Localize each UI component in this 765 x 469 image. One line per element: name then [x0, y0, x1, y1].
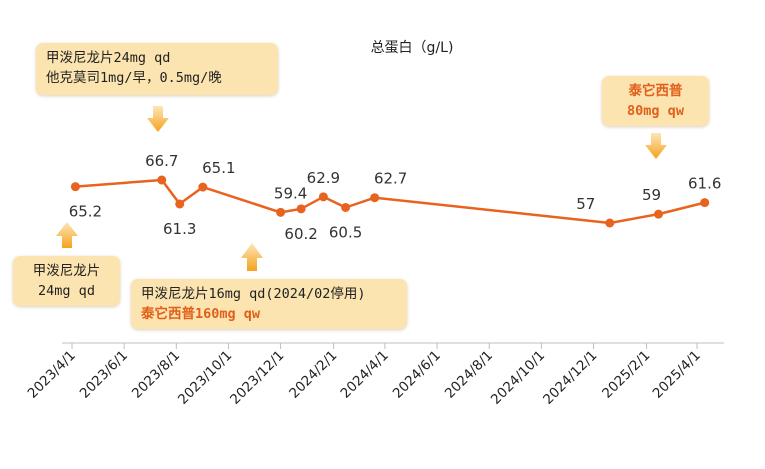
annotation-2-line-2: 24mg qd: [38, 283, 95, 299]
data-label: 66.7: [145, 152, 178, 170]
x-tick-label: 2024/10/1: [488, 348, 548, 408]
x-ticks: 2023/4/12023/6/12023/8/12023/10/12023/12…: [25, 343, 704, 408]
x-tick-label: 2024/12/1: [540, 348, 600, 408]
arrow-down-a1: [147, 106, 169, 132]
data-points: [70, 175, 710, 228]
x-tick-label: 2024/4/1: [338, 348, 392, 402]
annotation-3-line-1: 甲泼尼龙片16mg qd(2024/02停用): [141, 286, 366, 302]
annotation-2-line-1: 甲泼尼龙片: [32, 263, 101, 279]
data-point: [341, 202, 351, 212]
x-tick-label: 2023/10/1: [175, 348, 235, 408]
data-point: [370, 193, 380, 203]
annotation-4-line-1: 泰它西普: [628, 83, 683, 99]
annotation-box-1: 甲泼尼龙片24mg qd 他克莫司1mg/早，0.5mg/晚: [36, 43, 278, 95]
annotation-3-line-2: 泰它西普160mg qw: [141, 306, 261, 322]
data-label: 62.7: [374, 170, 407, 188]
annotation-4-line-2: 80mg qw: [627, 103, 684, 119]
data-point: [700, 198, 710, 208]
data-point: [605, 218, 615, 228]
x-tick-label: 2025/4/1: [650, 348, 704, 402]
data-point: [198, 182, 208, 192]
data-point: [276, 207, 286, 217]
annotation-1-line-2: 他克莫司1mg/早，0.5mg/晚: [46, 70, 222, 86]
annotation-box-2: 甲泼尼龙片 24mg qd: [13, 256, 120, 306]
x-tick-label: 2023/8/1: [129, 348, 183, 402]
x-tick-label: 2025/2/1: [599, 348, 653, 402]
chart-title: 总蛋白（g/L): [371, 40, 454, 56]
x-tick-label: 2024/8/1: [442, 348, 496, 402]
x-tick-label: 2024/6/1: [390, 348, 444, 402]
data-label: 61.3: [163, 220, 196, 238]
data-point: [318, 192, 328, 202]
data-point: [157, 175, 167, 185]
series-line: [75, 178, 706, 225]
annotation-box-4: 泰它西普 80mg qw: [602, 76, 709, 126]
data-point: [175, 199, 185, 209]
data-label: 59.4: [274, 184, 307, 202]
arrow-up-a3: [241, 243, 263, 271]
data-label: 61.6: [688, 175, 721, 193]
arrow-down-a4: [645, 133, 667, 159]
data-label: 62.9: [307, 169, 340, 187]
data-label: 59: [642, 186, 661, 204]
arrow-up-a2: [56, 222, 78, 248]
data-label: 65.2: [69, 203, 102, 221]
data-label: 60.5: [329, 223, 362, 241]
x-tick-label: 2023/6/1: [77, 348, 131, 402]
x-tick-label: 2024/2/1: [286, 348, 340, 402]
data-point: [70, 182, 80, 192]
data-label: 65.1: [202, 159, 235, 177]
x-tick-label: 2023/4/1: [25, 348, 79, 402]
data-point: [296, 204, 306, 214]
data-label: 57: [576, 195, 595, 213]
annotation-1-line-1: 甲泼尼龙片24mg qd: [46, 50, 171, 66]
annotation-box-3: 甲泼尼龙片16mg qd(2024/02停用) 泰它西普160mg qw: [131, 279, 407, 329]
data-label: 60.2: [284, 225, 317, 243]
data-labels: 65.2 66.7 61.3 65.1 59.4 60.2 62.9 60.5 62.7 57 59…: [69, 152, 722, 243]
x-tick-label: 2023/12/1: [227, 348, 287, 408]
data-point: [654, 209, 664, 219]
